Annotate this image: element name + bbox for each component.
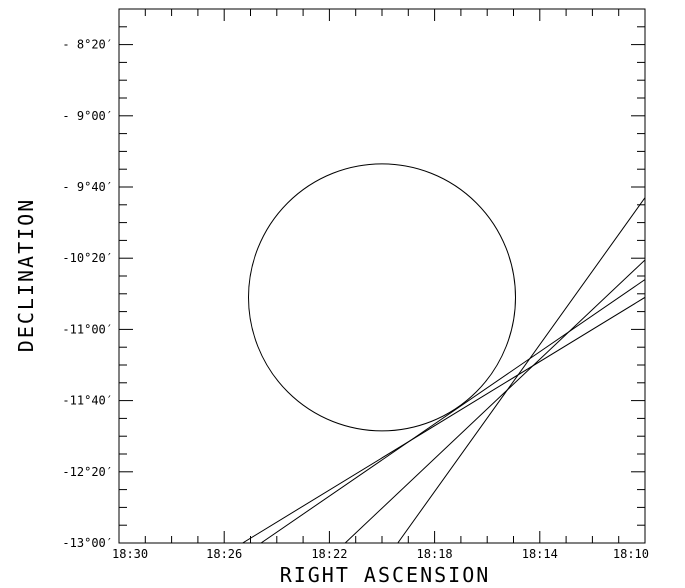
y-tick-label: -10°20′: [62, 251, 113, 265]
x-tick-label: 18:18: [417, 547, 453, 561]
track-line: [242, 296, 645, 543]
y-tick-label: -12°20′: [62, 465, 113, 479]
track-line: [260, 279, 645, 543]
plot-marks: [242, 163, 645, 543]
plot-frame: [118, 8, 646, 544]
tick-marks: [118, 8, 646, 544]
y-tick-label: -11°40′: [62, 394, 113, 408]
track-line: [344, 259, 645, 543]
x-tick-labels: 18:30 18:26 18:22 18:18 18:14 18:10: [112, 547, 649, 561]
x-axis-title: RIGHT ASCENSION: [280, 563, 491, 587]
x-tick-label: 18:22: [311, 547, 347, 561]
x-tick-label: 18:26: [206, 547, 242, 561]
field-circle: [248, 163, 516, 432]
y-tick-labels: -13°00′ -12°20′ -11°40′ -11°00′ -10°20′ - 9°4…: [62, 38, 113, 550]
track-line: [397, 197, 645, 543]
y-axis-title: DECLINATION: [14, 198, 38, 352]
y-tick-label: - 9°40′: [62, 180, 113, 194]
y-tick-label: - 9°00′: [62, 109, 113, 123]
y-tick-label: -11°00′: [62, 322, 113, 336]
y-tick-label: -13°00′: [62, 536, 113, 550]
x-tick-label: 18:10: [613, 547, 649, 561]
x-tick-label: 18:30: [112, 547, 148, 561]
y-tick-label: - 8°20′: [62, 38, 113, 52]
track-lines: [242, 197, 645, 543]
x-tick-label: 18:14: [522, 547, 558, 561]
